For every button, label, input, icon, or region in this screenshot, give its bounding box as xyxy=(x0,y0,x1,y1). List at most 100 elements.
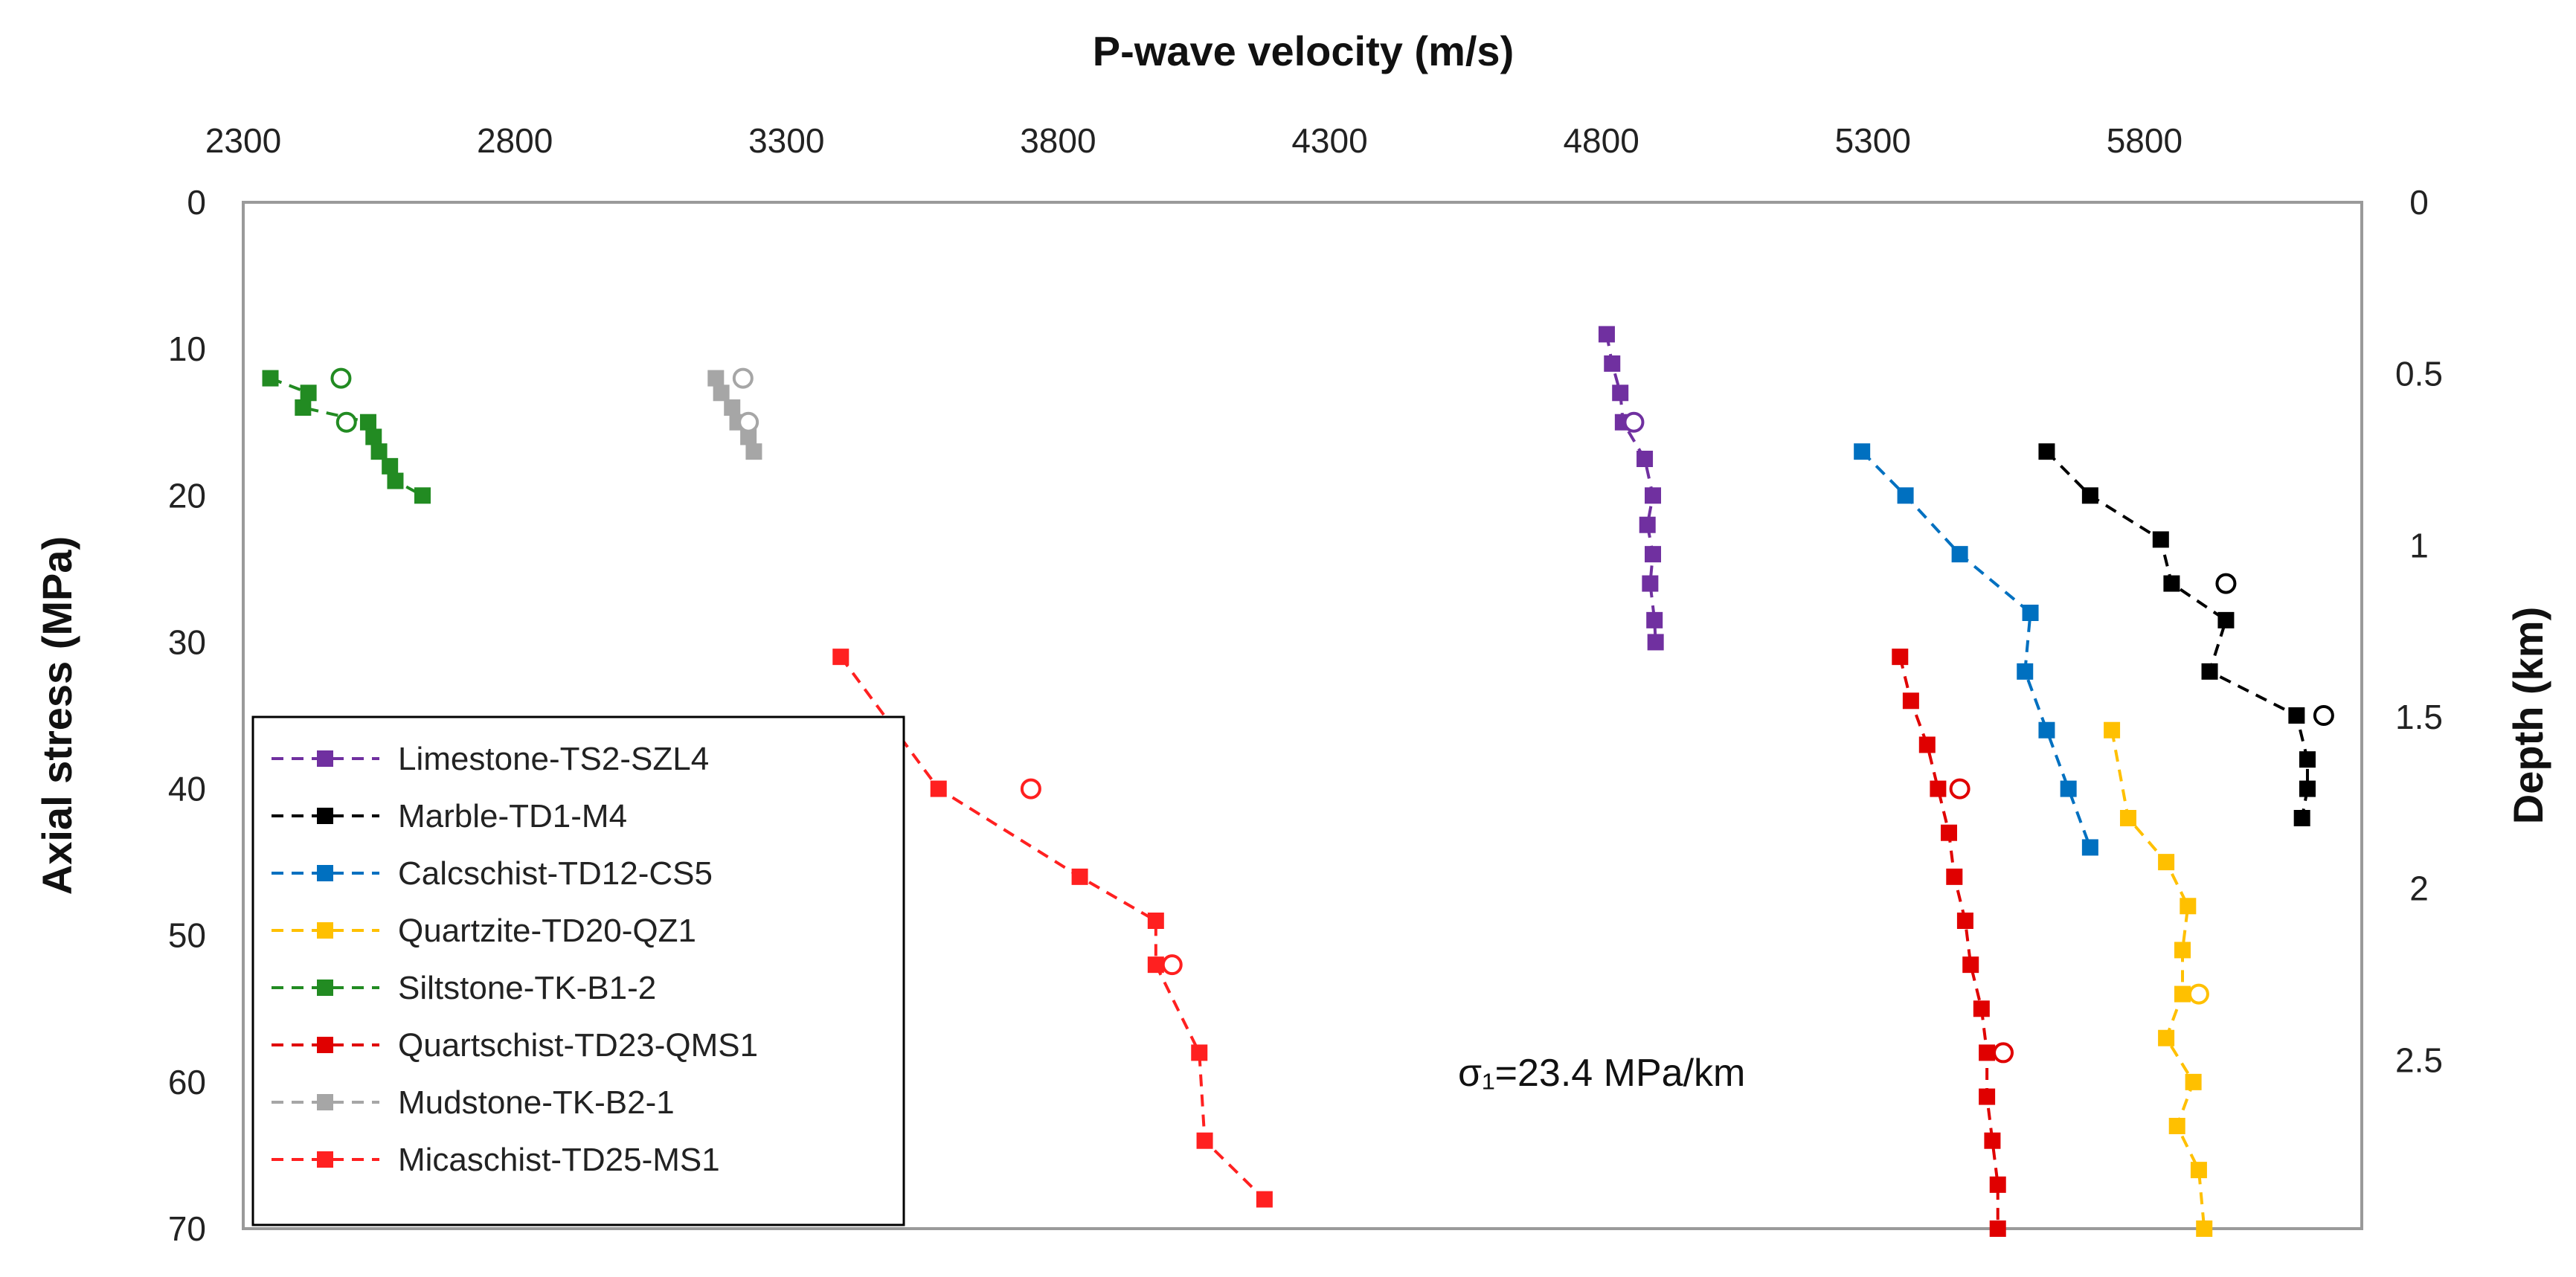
legend-swatch-marker xyxy=(317,750,333,767)
data-point xyxy=(2104,721,2121,739)
data-point xyxy=(1956,913,1973,929)
legend-entries: Limestone-TS2-SZL4 Marble-TD1-M4 Calcschis… xyxy=(272,741,758,1178)
data-point xyxy=(2201,663,2218,680)
legend-box xyxy=(251,715,905,1226)
data-point xyxy=(2038,721,2055,739)
data-point xyxy=(300,385,317,402)
data-point xyxy=(2158,1029,2175,1046)
legend-swatch-marker xyxy=(317,922,333,939)
legend-label: Quartschist-TD23-QMS1 xyxy=(398,1027,758,1064)
open-data-point xyxy=(2215,573,2237,594)
y2-tick-label: 1 xyxy=(2409,526,2429,564)
data-point xyxy=(1147,913,1164,929)
y2-tick-label: 0 xyxy=(2409,183,2429,222)
data-point xyxy=(1989,1176,2006,1193)
data-point xyxy=(1962,956,1979,974)
data-point xyxy=(707,370,725,387)
data-point xyxy=(295,399,312,416)
y-tick-label: 0 xyxy=(187,183,206,222)
legend: Limestone-TS2-SZL4 Marble-TD1-M4 Calcschis… xyxy=(251,715,905,1226)
legend-swatch-marker xyxy=(317,808,333,824)
data-point xyxy=(2190,1162,2207,1179)
x-tick-label: 4800 xyxy=(1563,121,1639,160)
data-point xyxy=(2174,985,2191,1003)
legend-label: Micaschist-TD25-MS1 xyxy=(398,1142,720,1178)
y-tick-label: 20 xyxy=(168,476,206,515)
legend-swatch-marker xyxy=(317,1151,333,1168)
legend-swatch-marker xyxy=(317,865,333,881)
legend-label: Quartzite-TD20-QZ1 xyxy=(398,913,696,949)
x-tick-label: 3800 xyxy=(1020,121,1096,160)
legend-label: Limestone-TS2-SZL4 xyxy=(398,741,709,777)
y-tick-label: 40 xyxy=(168,770,206,808)
data-point xyxy=(2158,854,2175,871)
legend-label: Siltstone-TK-B1-2 xyxy=(398,970,656,1006)
open-data-point xyxy=(2188,983,2209,1005)
data-point xyxy=(930,780,947,797)
x-tick-label: 2300 xyxy=(205,121,281,160)
data-point xyxy=(745,443,762,460)
open-data-point xyxy=(738,411,759,433)
data-point xyxy=(1854,443,1871,460)
series-group xyxy=(1854,443,2098,856)
data-point xyxy=(359,414,376,431)
data-point xyxy=(2180,898,2197,915)
data-point xyxy=(1918,736,1936,753)
open-data-point xyxy=(2313,705,2334,726)
data-point xyxy=(365,428,382,445)
open-data-point xyxy=(1993,1042,2014,1064)
y2-axis-title: Depth (km) xyxy=(2505,607,2551,824)
data-point xyxy=(724,399,741,416)
y-axis-title: Axial stress (MPa) xyxy=(33,536,80,895)
series-line xyxy=(1860,450,2092,849)
data-point xyxy=(1946,868,1963,885)
data-point xyxy=(1984,1132,2001,1149)
x-tick-label: 5800 xyxy=(2107,121,2182,160)
data-point xyxy=(1639,516,1656,533)
y-tick-label: 10 xyxy=(168,329,206,368)
data-point xyxy=(1598,326,1615,343)
y2-tick-label: 1.5 xyxy=(2395,698,2443,736)
y-tick-label: 50 xyxy=(168,916,206,955)
data-point xyxy=(1647,634,1664,651)
data-point xyxy=(2196,1220,2213,1237)
open-data-point xyxy=(335,411,357,433)
data-point xyxy=(1645,487,1662,504)
series-line xyxy=(2110,730,2206,1229)
series-group xyxy=(262,367,431,504)
data-point xyxy=(2038,443,2055,460)
legend-label: Marble-TD1-M4 xyxy=(398,798,627,834)
legend-swatch-marker xyxy=(317,980,333,996)
legend-swatch-marker xyxy=(317,1037,333,1053)
series-layer xyxy=(262,326,2334,1237)
data-point xyxy=(1951,546,1968,563)
data-point xyxy=(1892,649,1909,666)
data-point xyxy=(414,487,431,504)
x-tick-label: 3300 xyxy=(748,121,824,160)
open-data-point xyxy=(1020,778,1041,800)
data-point xyxy=(1897,487,1914,504)
legend-label: Mudstone-TK-B2-1 xyxy=(398,1084,675,1121)
data-point xyxy=(382,457,399,475)
data-point xyxy=(2163,575,2180,592)
series-line xyxy=(2046,450,2309,819)
data-point xyxy=(1071,868,1088,885)
open-data-point xyxy=(1161,954,1183,976)
data-point xyxy=(1941,824,1958,841)
data-point xyxy=(2081,839,2098,856)
y2-tick-label: 0.5 xyxy=(2395,355,2443,393)
open-data-point xyxy=(1623,411,1645,433)
data-point xyxy=(2060,780,2077,797)
data-point xyxy=(1973,1000,1990,1017)
data-point xyxy=(2299,751,2316,768)
y-tick-labels: 0 10 20 30 40 50 60 70 xyxy=(168,183,206,1248)
data-point xyxy=(2081,487,2098,504)
data-point xyxy=(1902,692,1919,710)
data-point xyxy=(2299,780,2316,797)
data-point xyxy=(2152,531,2169,548)
x-tick-labels: 2300 2800 3300 3800 4300 4800 5300 5800 xyxy=(205,121,2182,160)
data-point xyxy=(1147,956,1164,974)
data-point xyxy=(2217,611,2235,628)
data-point xyxy=(2174,942,2191,959)
